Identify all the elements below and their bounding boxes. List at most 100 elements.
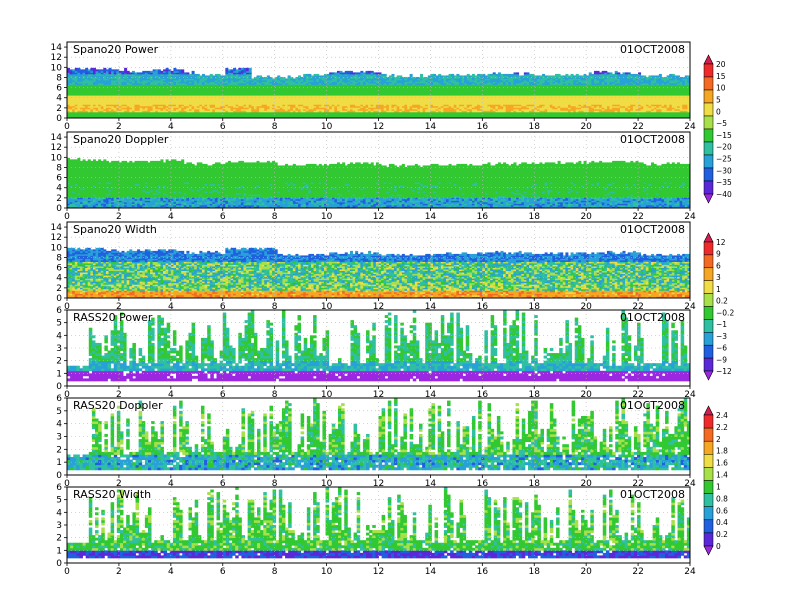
data-cell (339, 83, 343, 85)
data-cell (298, 90, 302, 93)
data-cell (111, 90, 115, 93)
data-cell (259, 101, 263, 104)
data-cell (321, 114, 325, 117)
data-cell (168, 93, 172, 96)
data-cell (100, 84, 104, 87)
data-cell (194, 78, 198, 81)
data-cell (344, 87, 348, 90)
data-cell (100, 92, 104, 95)
data-cell (279, 84, 283, 87)
data-cell (264, 98, 268, 101)
data-cell (118, 90, 122, 93)
data-cell (199, 108, 203, 111)
data-cell (74, 87, 78, 90)
data-cell (321, 104, 325, 107)
data-cell (298, 113, 302, 116)
data-cell (165, 105, 169, 108)
data-cell (220, 101, 224, 104)
data-cell (77, 84, 81, 87)
data-cell (116, 111, 120, 114)
data-cell (331, 93, 335, 96)
data-cell (183, 105, 187, 108)
data-cell (298, 102, 302, 105)
data-cell (183, 116, 187, 119)
data-cell (220, 111, 224, 114)
data-cell (326, 113, 330, 116)
data-cell (381, 73, 385, 76)
data-cell (246, 93, 250, 96)
data-cell (305, 84, 309, 87)
data-cell (349, 102, 353, 105)
data-cell (212, 93, 216, 96)
data-cell (323, 107, 327, 110)
data-cell (287, 92, 291, 95)
data-cell (233, 81, 237, 84)
data-cell (79, 73, 83, 76)
data-cell (129, 104, 133, 107)
data-cell (170, 78, 174, 81)
data-cell (196, 104, 200, 107)
data-cell (147, 113, 151, 116)
data-cell (311, 76, 315, 79)
data-cell (259, 116, 263, 119)
data-cell (160, 75, 164, 78)
data-cell (95, 69, 99, 72)
data-cell (79, 104, 83, 107)
data-cell (111, 116, 115, 119)
data-cell (235, 84, 239, 87)
data-cell (336, 102, 340, 105)
data-cell (248, 87, 252, 90)
data-cell (155, 90, 159, 93)
data-cell (150, 87, 154, 90)
data-cell (176, 93, 180, 96)
data-cell (235, 90, 239, 93)
data-cell (227, 101, 231, 104)
data-cell (186, 113, 190, 116)
data-cell (285, 101, 289, 104)
data-cell (230, 78, 234, 81)
data-cell (323, 116, 327, 119)
data-cell (240, 114, 244, 117)
data-cell (285, 110, 289, 113)
data-cell (292, 83, 296, 85)
data-cell (157, 89, 161, 92)
data-cell (72, 95, 76, 98)
data-cell (108, 84, 112, 87)
data-cell (170, 80, 174, 82)
data-cell (344, 89, 348, 92)
data-cell (98, 95, 102, 98)
data-cell (282, 92, 286, 95)
data-cell (339, 87, 343, 90)
data-cell (217, 102, 221, 105)
data-cell (318, 93, 322, 96)
data-cell (173, 92, 177, 95)
data-cell (344, 75, 348, 78)
data-cell (85, 72, 89, 75)
data-cell (79, 113, 83, 116)
data-cell (79, 110, 83, 113)
data-cell (209, 107, 213, 110)
data-cell (266, 75, 270, 78)
data-cell (344, 80, 348, 82)
data-cell (300, 105, 304, 108)
data-cell (144, 83, 148, 85)
data-cell (157, 99, 161, 102)
data-cell (235, 73, 239, 76)
data-cell (308, 107, 312, 110)
data-cell (279, 93, 283, 96)
data-cell (246, 113, 250, 116)
data-cell (347, 70, 351, 73)
data-cell (269, 80, 273, 82)
data-cell (98, 107, 102, 110)
data-cell (144, 101, 148, 104)
data-cell (191, 116, 195, 119)
data-cell (318, 86, 322, 88)
data-cell (173, 108, 177, 111)
data-cell (261, 98, 265, 101)
data-cell (230, 89, 234, 92)
data-cell (243, 78, 247, 81)
data-cell (87, 73, 91, 76)
data-cell (137, 80, 141, 82)
data-cell (308, 92, 312, 95)
data-cell (111, 108, 115, 111)
